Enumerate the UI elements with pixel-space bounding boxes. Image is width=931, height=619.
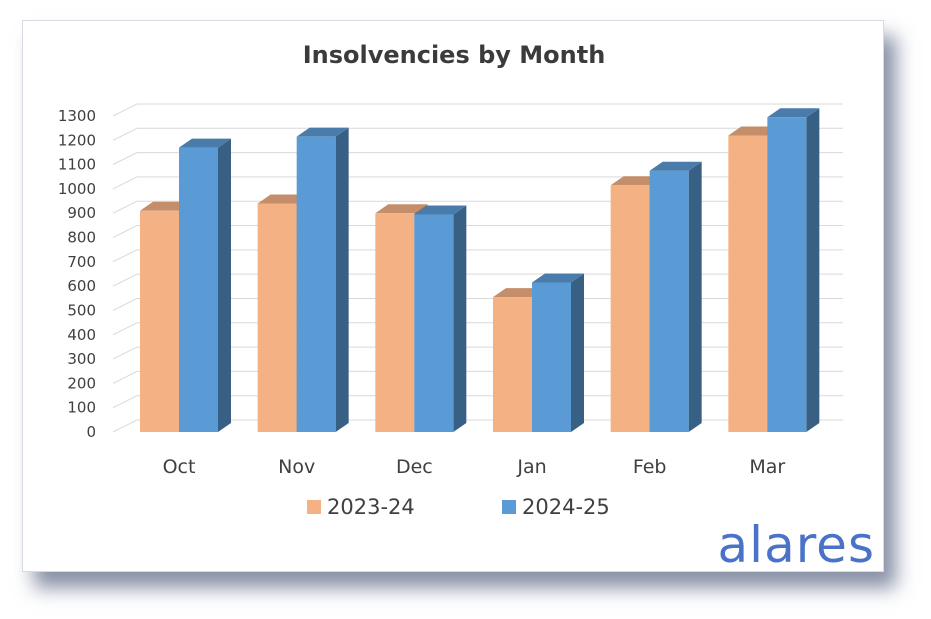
gridline-depth bbox=[112, 152, 138, 166]
y-tick-label: 1200 bbox=[58, 131, 96, 149]
y-tick-label: 1300 bbox=[58, 107, 96, 125]
bar-dec-2024-25 bbox=[414, 205, 467, 432]
y-tick-label: 400 bbox=[67, 326, 96, 344]
gridline-depth bbox=[112, 346, 138, 360]
gridline-depth bbox=[112, 395, 138, 409]
y-tick-label: 100 bbox=[67, 399, 96, 417]
bar-oct-2024-25 bbox=[179, 138, 231, 432]
bar-chart: Insolvencies by Month 0 100 200 300 400 500 60… bbox=[58, 41, 875, 571]
x-axis-ticks: Oct Nov Dec Jan Feb Mar bbox=[163, 456, 786, 478]
bar-nov-2024-25 bbox=[296, 127, 349, 433]
bar-mar-2024-25 bbox=[767, 108, 820, 432]
y-tick-label: 200 bbox=[67, 374, 96, 392]
x-tick-label: Mar bbox=[749, 456, 785, 478]
y-tick-label: 500 bbox=[67, 301, 96, 319]
brand-logo-text: alares bbox=[718, 516, 875, 571]
legend-swatch bbox=[502, 500, 516, 514]
gridline-depth bbox=[112, 225, 138, 238]
gridline-depth bbox=[112, 176, 138, 190]
legend: 2023-24 2024-25 bbox=[307, 495, 610, 519]
y-tick-label: 1000 bbox=[58, 180, 96, 198]
gridline-depth bbox=[112, 273, 138, 287]
x-tick-label: Dec bbox=[396, 456, 433, 478]
gridlines bbox=[112, 103, 843, 433]
y-tick-label: 700 bbox=[67, 253, 96, 271]
legend-swatch bbox=[307, 500, 321, 514]
x-tick-label: Nov bbox=[278, 456, 315, 478]
gridline-depth bbox=[112, 298, 138, 311]
gridline-depth bbox=[112, 127, 138, 141]
y-tick-label: 300 bbox=[67, 350, 96, 368]
gridline-depth bbox=[112, 249, 138, 263]
y-tick-label: 900 bbox=[67, 204, 96, 222]
gridline-depth bbox=[112, 419, 138, 433]
legend-label: 2024-25 bbox=[522, 495, 610, 519]
y-tick-label: 1100 bbox=[58, 156, 96, 174]
bar-jan-2024-25 bbox=[532, 273, 584, 432]
gridline-depth bbox=[112, 103, 138, 117]
chart-card: Insolvencies by Month 0 100 200 300 400 500 60… bbox=[22, 20, 884, 572]
y-tick-label: 800 bbox=[67, 229, 96, 247]
y-tick-label: 0 bbox=[86, 423, 96, 441]
x-tick-label: Feb bbox=[633, 456, 667, 478]
gridline-depth bbox=[112, 370, 138, 384]
bar-feb-2024-25 bbox=[649, 161, 702, 432]
bars bbox=[140, 108, 820, 433]
chart-title: Insolvencies by Month bbox=[303, 41, 606, 69]
gridline-depth bbox=[112, 200, 138, 214]
legend-label: 2023-24 bbox=[327, 495, 415, 519]
y-tick-label: 600 bbox=[67, 277, 96, 295]
y-axis-ticks: 0 100 200 300 400 500 600 700 800 900 1000 1100 1200… bbox=[58, 107, 96, 441]
gridline-depth bbox=[112, 322, 138, 336]
x-tick-label: Jan bbox=[516, 456, 546, 478]
x-tick-label: Oct bbox=[163, 456, 196, 478]
